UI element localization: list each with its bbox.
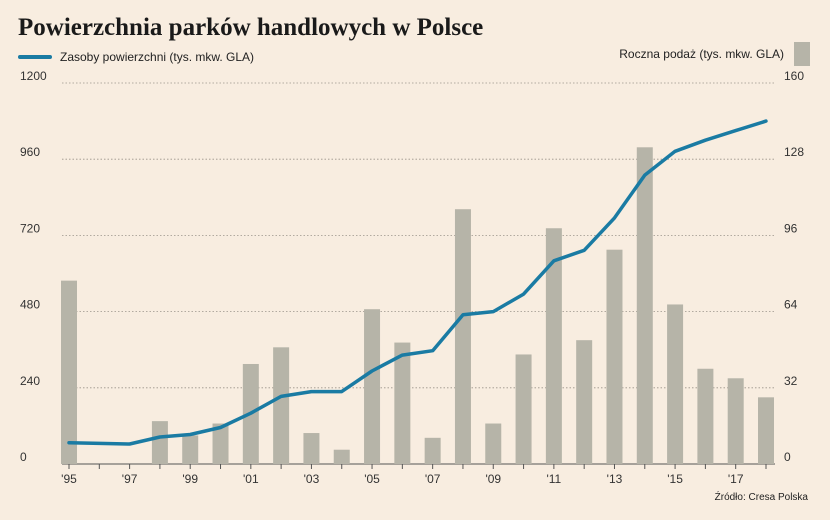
right-axis-tick-label: 160 [784, 69, 804, 83]
legend-line-swatch [18, 55, 52, 59]
bar [212, 423, 229, 464]
left-axis-tick-label: 0 [20, 450, 27, 464]
bar [515, 354, 532, 464]
bar [485, 423, 502, 464]
bar [727, 378, 744, 464]
series-line [67, 119, 768, 446]
bar [667, 304, 684, 464]
left-axis-tick-label: 1200 [20, 69, 47, 83]
left-axis-tick-label: 240 [20, 374, 40, 388]
x-axis-tick-label: '17 [728, 472, 744, 486]
x-axis-tick-label: '13 [607, 472, 623, 486]
x-axis-tick-label: '09 [485, 472, 501, 486]
bar [424, 437, 441, 464]
x-axis-tick-label: '11 [546, 472, 561, 486]
legend-bar-swatch [794, 42, 810, 66]
right-axis-tick-label: 0 [784, 450, 791, 464]
legend-line-entry: Zasoby powierzchni (tys. mkw. GLA) [18, 50, 254, 64]
left-axis-tick-label: 960 [20, 145, 40, 159]
x-axis-tick-label: '99 [182, 472, 198, 486]
bar [61, 280, 77, 464]
bar [545, 228, 562, 464]
legend-bar-label: Roczna podaż (tys. mkw. GLA) [619, 47, 784, 61]
left-axis-tick-label: 720 [20, 221, 40, 235]
bar [364, 309, 381, 464]
right-axis-tick-label: 128 [784, 145, 804, 159]
source-note: Źródło: Cresa Polska [714, 492, 808, 503]
x-axis-tick-label: '01 [243, 472, 259, 486]
x-axis-tick-label: '05 [364, 472, 380, 486]
right-axis-tick-label: 32 [784, 374, 798, 388]
bar [697, 368, 714, 464]
chart-title: Powierzchnia parków handlowych w Polsce [18, 14, 484, 41]
bar [273, 347, 290, 464]
bar [333, 449, 350, 464]
bar [303, 433, 320, 464]
bar [182, 435, 199, 464]
legend-line-label: Zasoby powierzchni (tys. mkw. GLA) [60, 50, 255, 64]
bar [454, 209, 471, 464]
x-axis-tick-label: '95 [61, 472, 77, 486]
x-axis-tick-label: '03 [304, 472, 320, 486]
bar [394, 342, 411, 464]
right-axis-tick-label: 96 [784, 221, 798, 235]
bar [636, 147, 653, 464]
legend-bar-entry: Roczna podaż (tys. mkw. GLA) [619, 42, 810, 66]
bar [576, 340, 593, 464]
bar [151, 421, 168, 464]
x-axis-tick-label: '15 [667, 472, 683, 486]
x-axis-tick-label: '07 [425, 472, 441, 486]
bar [758, 397, 774, 464]
left-axis-tick-label: 480 [20, 298, 40, 312]
x-axis-tick-label: '97 [122, 472, 138, 486]
bar [606, 249, 623, 464]
right-axis-tick-label: 64 [784, 298, 798, 312]
